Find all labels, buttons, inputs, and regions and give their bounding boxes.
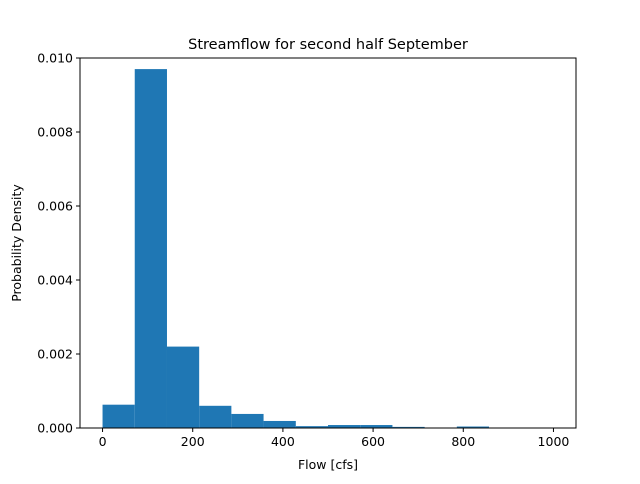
y-tick-label: 0.000 bbox=[37, 421, 73, 436]
x-tick-label: 1000 bbox=[538, 434, 570, 449]
y-tick-label: 0.010 bbox=[37, 51, 73, 66]
x-tick-label: 400 bbox=[271, 434, 295, 449]
y-tick-label: 0.004 bbox=[37, 273, 73, 288]
y-tick-label: 0.008 bbox=[37, 125, 73, 140]
histogram-bar bbox=[103, 405, 135, 428]
histogram-bar bbox=[199, 406, 231, 428]
y-tick-label: 0.006 bbox=[37, 199, 73, 214]
y-tick-label: 0.002 bbox=[37, 347, 73, 362]
histogram-bar bbox=[167, 347, 199, 428]
chart-title: Streamflow for second half September bbox=[188, 37, 468, 53]
y-axis-label: Probability Density bbox=[9, 184, 24, 302]
x-tick-label: 600 bbox=[361, 434, 385, 449]
x-tick-label: 200 bbox=[181, 434, 205, 449]
x-axis-label: Flow [cfs] bbox=[298, 457, 358, 472]
histogram-bar bbox=[135, 69, 167, 428]
x-tick-label: 800 bbox=[451, 434, 475, 449]
histogram-bar bbox=[264, 421, 296, 428]
x-tick-label: 0 bbox=[99, 434, 107, 449]
histogram-bar bbox=[231, 414, 263, 428]
